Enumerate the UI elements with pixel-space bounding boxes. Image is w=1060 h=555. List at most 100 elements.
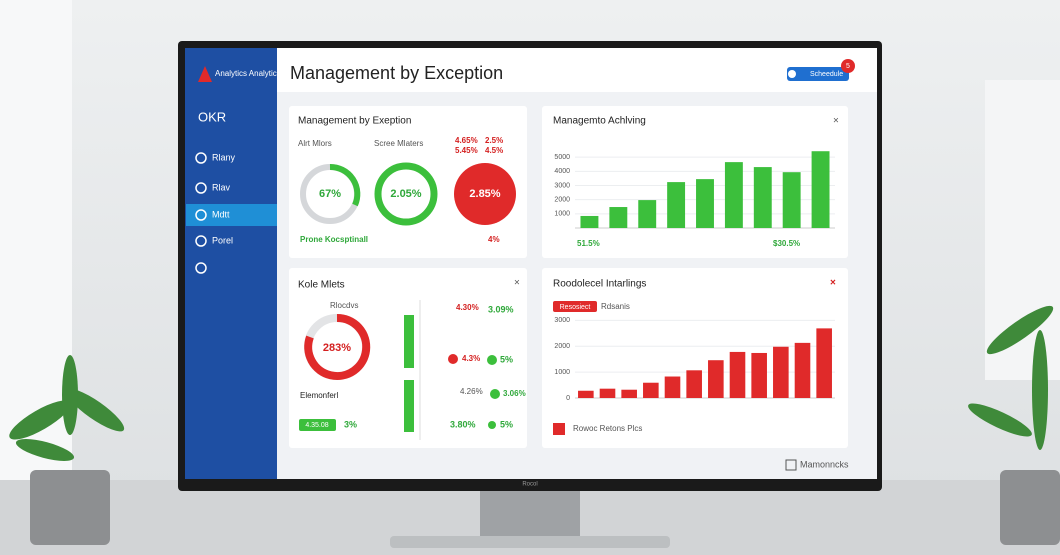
badge[interactable] xyxy=(841,59,855,73)
close-icon[interactable]: × xyxy=(833,116,839,127)
panel-title: Managemto Achlving xyxy=(553,116,646,127)
stat: 3.09% xyxy=(488,304,514,314)
stat: 5% xyxy=(500,419,513,429)
bar xyxy=(638,200,657,228)
alert: 4.65% xyxy=(455,136,478,145)
status-dot xyxy=(488,421,496,429)
panel-footer: Prone Kocsptinall xyxy=(300,235,368,244)
status-dot xyxy=(448,354,458,364)
nav-active xyxy=(186,204,277,226)
plant-pot xyxy=(30,470,110,545)
panel xyxy=(542,106,848,258)
bar xyxy=(696,179,714,228)
bar xyxy=(751,352,767,398)
button-icon xyxy=(788,70,796,78)
donut-label: 67% xyxy=(319,188,341,200)
bar xyxy=(724,162,743,228)
y-tick-label: 2000 xyxy=(554,197,570,204)
donut-fill xyxy=(454,163,516,225)
monitor-stand xyxy=(480,488,580,538)
alert: 4.5% xyxy=(485,146,503,155)
legend-tag-label[interactable]: Resosiect xyxy=(560,304,591,311)
plant-pot xyxy=(1000,470,1060,545)
legend-tag[interactable] xyxy=(553,301,597,312)
y-tick-label: 0 xyxy=(566,395,570,402)
donut-arc xyxy=(329,163,361,207)
panel-footer: Rowoc Retons Plcs xyxy=(573,424,642,433)
donut-label: 2.05% xyxy=(390,188,421,200)
y-tick-label: 4000 xyxy=(554,168,570,175)
nav-icon xyxy=(195,262,207,274)
panel-label: Rlocdvs xyxy=(330,301,358,310)
panel-title: Roodolecel Intarlings xyxy=(553,279,646,290)
donut-label: 2.85% xyxy=(469,188,500,200)
tag-button[interactable] xyxy=(299,419,336,431)
panel xyxy=(542,268,848,448)
monitor-base xyxy=(390,536,670,548)
status-dot xyxy=(487,355,497,365)
bar xyxy=(580,215,599,228)
panel-footer-value: 4% xyxy=(488,235,500,244)
alert: 2.5% xyxy=(485,136,503,145)
logo: Analytics Analytics xyxy=(215,69,281,78)
close-icon[interactable]: × xyxy=(514,278,520,289)
legend-note: Rdsanis xyxy=(601,302,630,311)
bar xyxy=(664,376,681,398)
panel-title: Kole Mlets xyxy=(298,280,345,291)
footer-icon xyxy=(553,423,565,435)
stat: 5% xyxy=(500,354,513,364)
panel-title: Management by Exeption xyxy=(298,116,411,127)
nav-icon xyxy=(195,209,207,221)
stat: 3.80% xyxy=(450,419,476,429)
header xyxy=(277,48,877,92)
stat: 3.06% xyxy=(503,389,526,398)
logo-icon xyxy=(198,66,212,82)
sidebar-section: OKR xyxy=(198,109,226,124)
nav-item[interactable]: Porel xyxy=(212,235,233,245)
stat: 4.3% xyxy=(462,354,480,363)
progress-bar xyxy=(404,380,414,432)
bar xyxy=(578,390,594,398)
header-button[interactable] xyxy=(787,67,849,81)
monitor-logo: Rocol xyxy=(522,482,537,488)
y-tick-label: 5000 xyxy=(554,154,570,161)
bar xyxy=(816,328,832,398)
plant xyxy=(9,355,125,461)
header-button-label[interactable]: Scheedule xyxy=(810,71,843,78)
bar xyxy=(686,370,702,398)
alert: 5.45% xyxy=(455,146,478,155)
annotation: 51.5% xyxy=(577,239,600,248)
tag-button-label[interactable]: 4.35.08 xyxy=(305,422,328,429)
panel-label: Elemonferl xyxy=(300,391,338,400)
stat: 4.30% xyxy=(456,303,479,312)
y-tick-label: 1000 xyxy=(554,369,570,376)
nav-icon xyxy=(195,182,207,194)
brand: Mamonncks xyxy=(800,459,849,469)
nav-icon xyxy=(195,152,207,164)
bar xyxy=(729,351,746,398)
bar xyxy=(794,342,811,398)
nav-icon xyxy=(195,235,207,247)
close-icon[interactable]: × xyxy=(830,278,836,289)
status-dot xyxy=(490,389,500,399)
donut-ring xyxy=(374,162,438,226)
y-tick-label: 3000 xyxy=(554,182,570,189)
donut-label: 283% xyxy=(323,342,351,354)
progress-bar xyxy=(404,315,414,368)
badge-count: 5 xyxy=(846,63,850,70)
panel-label: Scree Mlaters xyxy=(374,139,423,148)
bar xyxy=(753,167,772,228)
nav-item[interactable]: Rlav xyxy=(212,182,231,192)
bar xyxy=(782,172,801,228)
nav-item[interactable]: Rlany xyxy=(212,152,236,162)
tag-value: 3% xyxy=(344,419,357,429)
brand-icon xyxy=(785,459,797,471)
page-title: Management by Exception xyxy=(290,63,503,83)
stat: 4.26% xyxy=(460,387,483,396)
bar xyxy=(708,360,724,398)
nav-item[interactable]: Mdtt xyxy=(212,209,230,219)
bar xyxy=(667,182,686,228)
bar xyxy=(773,346,789,398)
bar xyxy=(609,207,628,228)
bar xyxy=(599,388,616,398)
